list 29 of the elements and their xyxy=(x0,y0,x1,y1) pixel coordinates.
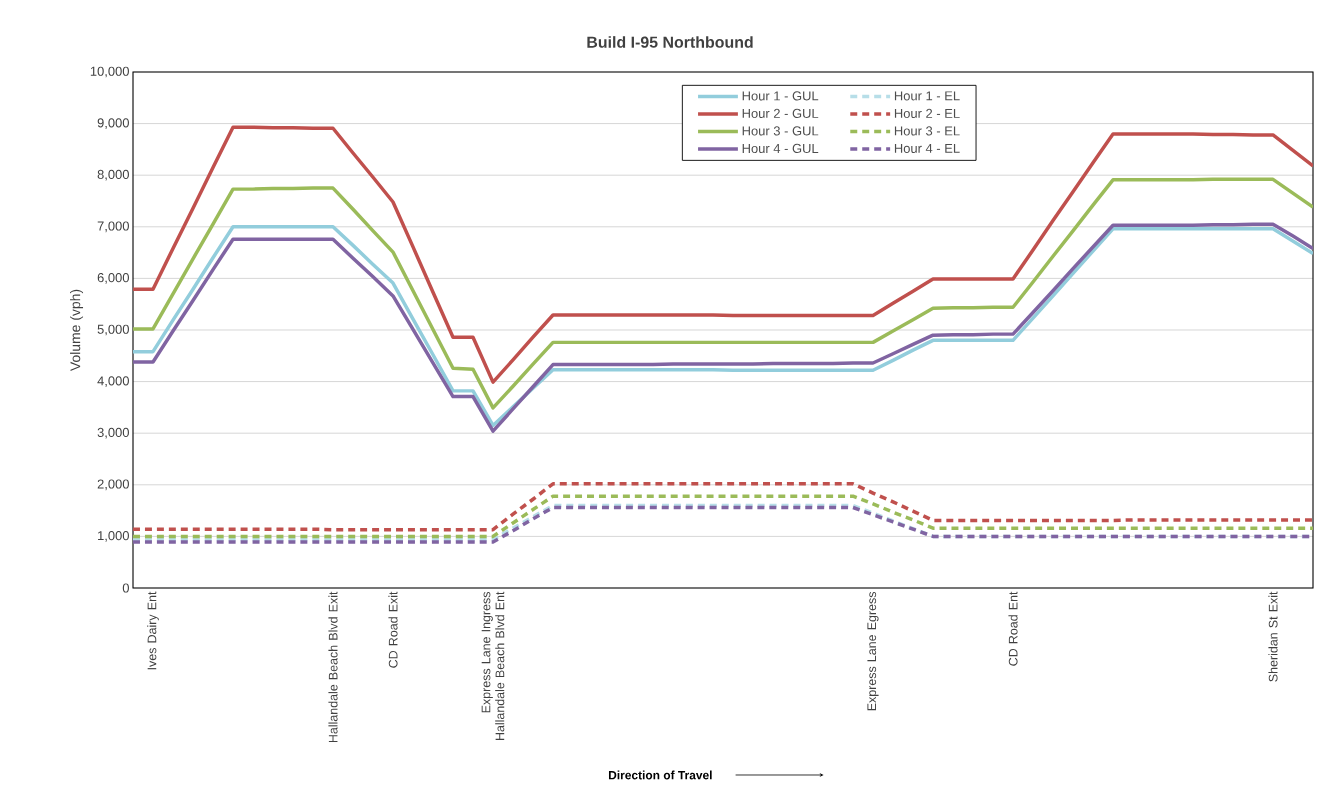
x-tick-label: Hallandale Beach Blvd Exit xyxy=(328,591,338,743)
legend-label: Hour 1 - EL xyxy=(894,91,960,101)
y-tick-label: 0 xyxy=(122,583,129,593)
y-tick-label: 1,000 xyxy=(98,531,129,542)
x-tick-label: CD Road Ent xyxy=(1008,591,1018,666)
y-tick-label: 7,000 xyxy=(97,221,129,233)
y-axis-title: Volume (vph) xyxy=(70,289,84,372)
y-tick-label: 2,000 xyxy=(97,479,129,491)
legend-label: Hour 4 - GUL xyxy=(742,143,819,154)
y-tick-label: 10,000 xyxy=(90,66,129,78)
x-tick-label: Ives Dairy Ent xyxy=(147,591,159,670)
legend-label: Hour 3 - EL xyxy=(894,126,960,136)
legend-label: Hour 3 - GUL xyxy=(742,126,819,136)
legend-label: Hour 2 - EL xyxy=(894,108,960,118)
legend-label: Hour 1 - GUL xyxy=(742,91,819,101)
x-tick-label: Sheridan St Exit xyxy=(1268,591,1278,682)
y-tick-label: 5,000 xyxy=(97,324,129,336)
legend-label: Hour 2 - GUL xyxy=(742,108,819,118)
text: Direction of Travel xyxy=(608,770,712,780)
y-tick-label: 3,000 xyxy=(97,427,129,439)
y-tick-label: 4,000 xyxy=(97,376,129,387)
x-tick-label: CD Road Exit xyxy=(388,591,398,668)
chart-title: Build I-95 Northbound xyxy=(587,36,753,48)
x-tick-label: Express Lane Ingress Hallandale Beach Blvd Ent xyxy=(481,591,505,741)
y-tick-label: 9,000 xyxy=(97,118,129,129)
y-tick-label: 8,000 xyxy=(97,169,129,181)
legend-label: Hour 4 - EL xyxy=(894,143,960,153)
y-tick-label: 6,000 xyxy=(97,273,129,284)
x-tick-label: Express Lane Egress xyxy=(867,591,879,711)
